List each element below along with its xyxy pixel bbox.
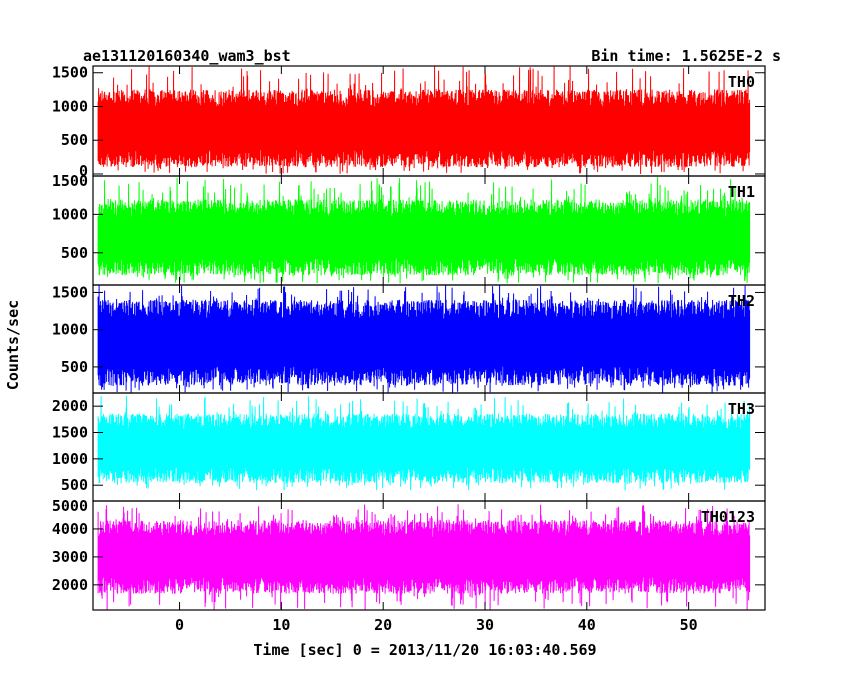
y-tick-label: 4000 <box>52 520 88 538</box>
y-tick-label: 1000 <box>52 450 88 468</box>
panel-name-label: TH1 <box>728 183 755 201</box>
y-tick-label: 500 <box>61 476 88 494</box>
x-ticks-group: 0 10 20 30 40 50 <box>175 616 698 634</box>
x-tick-label: 20 <box>374 616 392 634</box>
y-tick-label: 0 <box>79 162 88 180</box>
y-tick-label: 3000 <box>52 548 88 566</box>
y-tick-label: 1000 <box>52 321 88 339</box>
series-line-th0 <box>97 66 751 175</box>
x-tick-label: 50 <box>680 616 698 634</box>
y-tick-label: 500 <box>61 244 88 262</box>
y-tick-label: 1500 <box>52 283 88 301</box>
panel-name-label: TH0 <box>728 73 755 91</box>
series-line-th3 <box>97 395 751 491</box>
panel-name-label: TH2 <box>728 292 755 310</box>
panel-th3: 2000 1500 1000 500 TH3 <box>52 392 766 502</box>
y-tick-label: 2000 <box>52 397 88 415</box>
x-tick-label: 0 <box>175 616 184 634</box>
panel-th0123: 5000 4000 3000 2000 TH0123 <box>52 497 766 611</box>
panel-th0: 0 500 1000 1500 TH0 <box>52 64 766 180</box>
y-tick-label: 1000 <box>52 205 88 223</box>
y-tick-label: 1500 <box>52 64 88 82</box>
x-tick-label: 30 <box>476 616 494 634</box>
y-tick-label: 1500 <box>52 172 88 190</box>
series-line-th2 <box>97 284 751 393</box>
bin-time-label: Bin time: 1.5625E-2 s <box>591 47 781 65</box>
y-tick-label: 2000 <box>52 576 88 594</box>
y-tick-label: 500 <box>61 131 88 149</box>
y-tick-label: 500 <box>61 358 88 376</box>
x-tick-label: 10 <box>272 616 290 634</box>
panel-th1: 1500 1000 500 TH1 <box>52 172 766 286</box>
x-tick-label: 40 <box>578 616 596 634</box>
y-tick-label: 1500 <box>52 424 88 442</box>
series-line-th0123 <box>97 504 751 610</box>
series-line-th1 <box>97 176 751 284</box>
panel-th2: 1500 1000 500 TH2 <box>52 283 766 394</box>
panels-group: 0 500 1000 1500 TH0 1500 1000 500 TH1 1500 1000 500… <box>52 64 766 611</box>
y-axis-label: Counts/sec <box>4 300 22 390</box>
x-axis-label: Time [sec] 0 = 2013/11/20 16:03:40.569 <box>253 641 596 659</box>
y-tick-label: 5000 <box>52 497 88 515</box>
panel-frame <box>92 500 766 611</box>
panel-name-label: TH3 <box>728 400 755 418</box>
chart-title: ae131120160340_wam3_bst <box>83 47 291 65</box>
y-tick-label: 1000 <box>52 97 88 115</box>
panel-name-label: TH0123 <box>701 508 755 526</box>
